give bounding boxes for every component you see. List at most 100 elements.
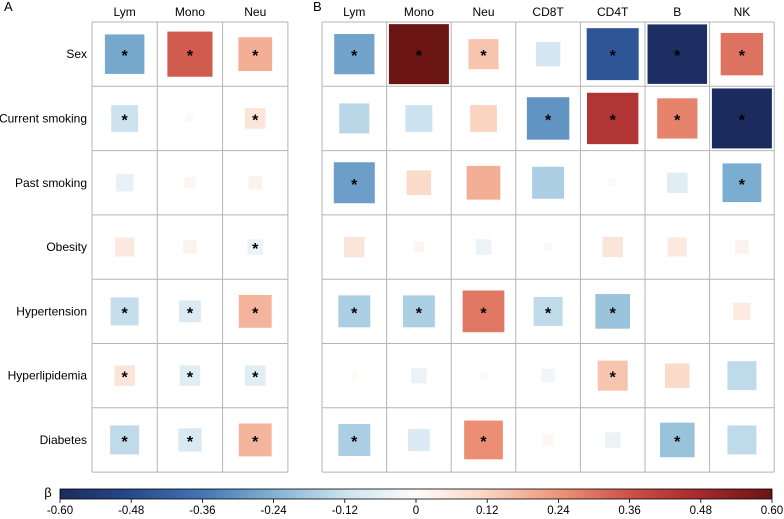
heatmap-cell (178, 300, 201, 323)
heatmap-cell (720, 32, 764, 76)
column-label: Mono (404, 5, 434, 19)
significance-marker: * (610, 112, 617, 129)
heatmap-cell (114, 365, 135, 386)
heatmap-cell (115, 237, 135, 257)
heatmap-cell (608, 178, 617, 187)
heatmap-cell (388, 24, 449, 85)
heatmap-cell (544, 243, 552, 251)
significance-marker: * (416, 305, 423, 322)
colorbar-tick-label: -0.36 (189, 505, 215, 517)
heatmap-cell (338, 423, 371, 456)
significance-marker: * (610, 370, 617, 387)
significance-marker: * (252, 305, 259, 322)
heatmap-cell (667, 172, 688, 193)
heatmap-cell (413, 241, 425, 253)
significance-marker: * (480, 434, 487, 451)
panel-letter: B (313, 0, 322, 14)
colorbar-tick-label: 0.48 (690, 505, 712, 517)
significance-marker: * (122, 48, 129, 65)
heatmap-cell (110, 425, 140, 455)
significance-marker: * (739, 177, 746, 194)
significance-marker: * (610, 48, 617, 65)
heatmap-cell (533, 296, 563, 326)
heatmap-cell (647, 24, 708, 84)
heatmap-cell (238, 423, 272, 457)
heatmap-cell (115, 174, 134, 192)
column-label: Neu (244, 5, 266, 19)
significance-marker: * (416, 48, 423, 65)
significance-marker: * (351, 434, 358, 451)
heatmap-cell (248, 176, 262, 190)
column-label: B (673, 5, 681, 19)
panel-a: A Lym Mono Neu Sex Current smoking Past smokin… (0, 0, 289, 473)
heatmap-cell (167, 31, 213, 77)
heatmap-cell (735, 240, 749, 254)
heatmap-cell (333, 162, 375, 204)
column-label: CD4T (597, 5, 629, 19)
heatmap-cell (110, 297, 139, 326)
heatmap-cell (542, 434, 554, 446)
heatmap-cell (406, 170, 432, 195)
heatmap-cell (535, 41, 561, 67)
colorbar-tick-label: 0.36 (618, 505, 640, 517)
significance-marker: * (122, 112, 129, 129)
significance-marker: * (252, 434, 259, 451)
significance-marker: * (187, 370, 194, 387)
heatmap-cell (464, 420, 503, 460)
colorbar-tick-label: -0.48 (118, 505, 144, 517)
heatmap-cell (475, 239, 492, 255)
panel-b: B Lym Mono Neu CD8T CD4T B NK * * * * * * * * * * * * * * * * * *… (313, 0, 775, 473)
significance-marker: * (187, 305, 194, 322)
column-label: NK (734, 5, 751, 19)
significance-marker: * (480, 48, 487, 65)
row-label: Hypertension (16, 304, 87, 318)
row-label: Current smoking (0, 111, 87, 125)
heatmap-cell (238, 294, 272, 328)
column-label: Neu (472, 5, 494, 19)
colorbar-tick-label: 0.60 (761, 505, 783, 517)
colorbar-tick-label: 0.12 (476, 505, 498, 517)
heatmap-cell (602, 236, 623, 258)
column-label: Lym (114, 5, 136, 19)
significance-marker: * (187, 434, 194, 451)
significance-marker: * (252, 48, 259, 65)
heatmap-cell (407, 428, 430, 451)
heatmap-cell (727, 361, 757, 391)
heatmap-cell (541, 368, 555, 383)
heatmap-cell (470, 105, 497, 132)
colorbar-tick-label: -0.12 (332, 505, 358, 517)
significance-marker: * (480, 305, 487, 322)
colorbar-label: β (44, 485, 51, 500)
heatmap-cell (597, 360, 628, 391)
heatmap-cell (462, 290, 505, 333)
significance-marker: * (252, 370, 259, 387)
significance-marker: * (187, 48, 194, 65)
significance-marker: * (674, 48, 681, 65)
heatmap-cell (722, 163, 762, 203)
heatmap-cell (178, 428, 202, 452)
heatmap-cell (247, 239, 263, 255)
significance-marker: * (252, 241, 259, 258)
row-label: Sex (66, 47, 87, 61)
heatmap-cell (179, 365, 201, 386)
heatmap-cell (111, 105, 139, 132)
heatmap-cell (402, 295, 435, 328)
significance-marker: * (351, 48, 358, 65)
significance-marker: * (545, 112, 552, 129)
row-label: Obesity (46, 240, 87, 254)
heatmap-cell (667, 237, 687, 257)
row-label: Past smoking (15, 176, 87, 190)
significance-marker: * (674, 112, 681, 129)
column-label: Mono (175, 5, 205, 19)
significance-marker: * (351, 177, 358, 194)
heatmap-cell (411, 367, 427, 384)
heatmap-cell (727, 425, 757, 455)
heatmap-cell (466, 165, 501, 200)
heatmap-cell (711, 88, 772, 149)
heatmap-cell (405, 105, 433, 132)
heatmap-cell (183, 240, 197, 254)
heatmap-cell (350, 371, 359, 380)
significance-marker: * (739, 48, 746, 65)
colorbar: β -0.60 -0.48 -0.36 -0.24 -0.12 0 0.12 0.24 0.36 0… (44, 485, 783, 517)
significance-marker: * (122, 370, 129, 387)
